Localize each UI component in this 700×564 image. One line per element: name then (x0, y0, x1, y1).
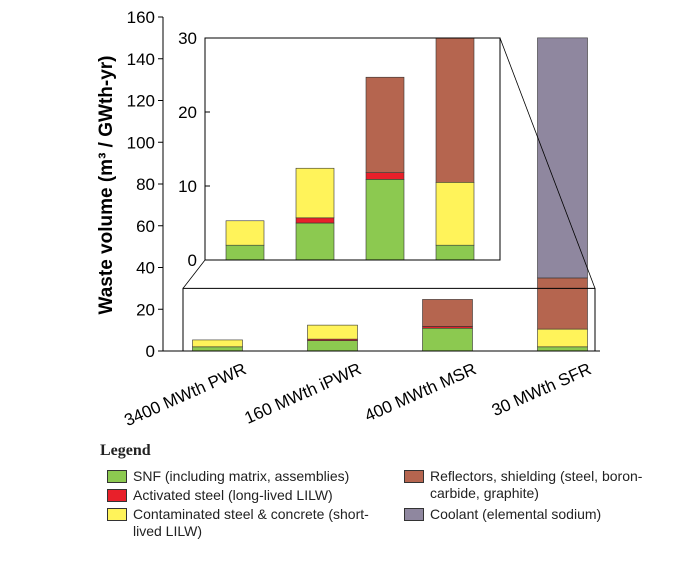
inset-frame (204, 37, 501, 261)
inset-plot: 0 10 20 30 (178, 0, 501, 270)
y-tick-label: 120 (127, 92, 155, 111)
y-axis-label: Waste volume (m³ / GWth-yr) (96, 56, 117, 315)
inset-y-tick-label: 20 (178, 103, 197, 122)
bar-segment (295, 217, 335, 224)
y-tick-label: 60 (136, 217, 155, 236)
legend-item: SNF (including matrix, assemblies) (107, 468, 403, 485)
bar-segment (295, 222, 335, 260)
legend-label: Coolant (elemental sodium) (430, 506, 602, 522)
y-tick-label: 20 (136, 300, 155, 319)
bar-segment (225, 244, 265, 260)
bar-segment (435, 244, 475, 260)
legend-swatch (404, 470, 424, 483)
legend-label: SNF (including matrix, assemblies) (133, 468, 350, 484)
bar-segment (192, 339, 243, 348)
bar-segment (365, 179, 405, 260)
bar-segment (422, 327, 473, 352)
legend-item: Activated steel (long-lived LILW) (107, 487, 403, 504)
bar-segment (295, 167, 335, 219)
zoom-line (182, 259, 206, 289)
y-tick-label: 0 (146, 342, 155, 361)
inset-y-tick-label: 0 (188, 251, 197, 270)
x-tick-label: 160 MWth iPWR (242, 359, 365, 427)
bar-segment (435, 38, 475, 183)
bar-segment (435, 182, 475, 246)
bar-segment (422, 299, 473, 327)
x-tick-label: 3400 MWth PWR (121, 359, 249, 430)
inset-y-tick-label: 30 (178, 29, 197, 48)
legend-label: Activated steel (long-lived LILW) (133, 487, 333, 503)
bar-segment (436, 0, 474, 1)
y-tick-label: 40 (136, 259, 155, 278)
legend-item: Contaminated steel & concrete (short-liv… (107, 506, 383, 540)
legend-swatch (107, 470, 127, 483)
inset-y-tick-label: 10 (178, 177, 197, 196)
bar-segment (365, 172, 405, 180)
legend-swatch (404, 508, 424, 521)
legend-title: Legend (100, 442, 151, 459)
legend: Legend SNF (including matrix, assemblies… (100, 442, 680, 560)
legend-label: Contaminated steel & concrete (short-liv… (133, 506, 369, 539)
legend-swatch (107, 489, 127, 502)
bar-segment (537, 37, 588, 279)
chart: Waste volume (m³ / GWth-yr) 020406080100… (96, 0, 600, 430)
x-tick-label: 400 MWth MSR (362, 359, 479, 425)
bar-segment (537, 328, 588, 348)
bar-segment (365, 76, 405, 173)
legend-label: Reflectors, shielding (steel, boron-carb… (430, 468, 643, 501)
bar-segment (537, 346, 588, 352)
zoom-box (182, 287, 596, 352)
y-tick-label: 100 (127, 133, 155, 152)
x-tick-label: 30 MWth SFR (489, 359, 594, 420)
bar-segment (307, 340, 358, 352)
legend-item: Coolant (elemental sodium) (404, 506, 680, 523)
zoom-line (499, 37, 596, 289)
y-tick-label: 80 (136, 175, 155, 194)
legend-item: Reflectors, shielding (steel, boron-carb… (404, 468, 650, 502)
bar-segment (307, 324, 358, 340)
y-tick-label: 140 (127, 50, 155, 69)
y-tick-label: 160 (127, 8, 155, 27)
bar-segment (225, 220, 265, 246)
bar-segment (192, 346, 243, 352)
legend-swatch (107, 508, 127, 521)
bar-segment (537, 277, 588, 330)
